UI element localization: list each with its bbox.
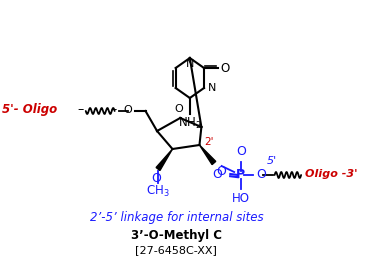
Text: O: O (175, 104, 184, 114)
Polygon shape (199, 145, 216, 165)
Text: CH$_3$: CH$_3$ (146, 184, 170, 199)
Text: [27-6458C-XX]: [27-6458C-XX] (135, 245, 217, 255)
Text: N: N (208, 83, 216, 93)
Text: NH$_2$: NH$_2$ (178, 116, 202, 131)
Text: O: O (123, 105, 132, 115)
Text: O: O (151, 172, 161, 185)
Text: O: O (236, 145, 246, 158)
Text: HO: HO (232, 192, 250, 205)
Text: O: O (256, 168, 266, 180)
Text: N: N (186, 59, 194, 69)
Text: 2’-5’ linkage for internal sites: 2’-5’ linkage for internal sites (90, 211, 263, 225)
Text: 3’-O-Methyl C: 3’-O-Methyl C (131, 229, 222, 241)
Text: 5'- Oligo: 5'- Oligo (2, 104, 57, 117)
Text: Oligo -3': Oligo -3' (305, 169, 357, 179)
Text: O: O (221, 62, 230, 74)
Text: O: O (212, 168, 222, 180)
Text: O: O (216, 165, 226, 178)
Polygon shape (156, 149, 172, 170)
Text: P: P (236, 169, 246, 181)
Text: –: – (77, 104, 84, 117)
Text: 5': 5' (267, 156, 277, 166)
Text: 2': 2' (204, 137, 214, 147)
Text: –: – (110, 104, 117, 117)
